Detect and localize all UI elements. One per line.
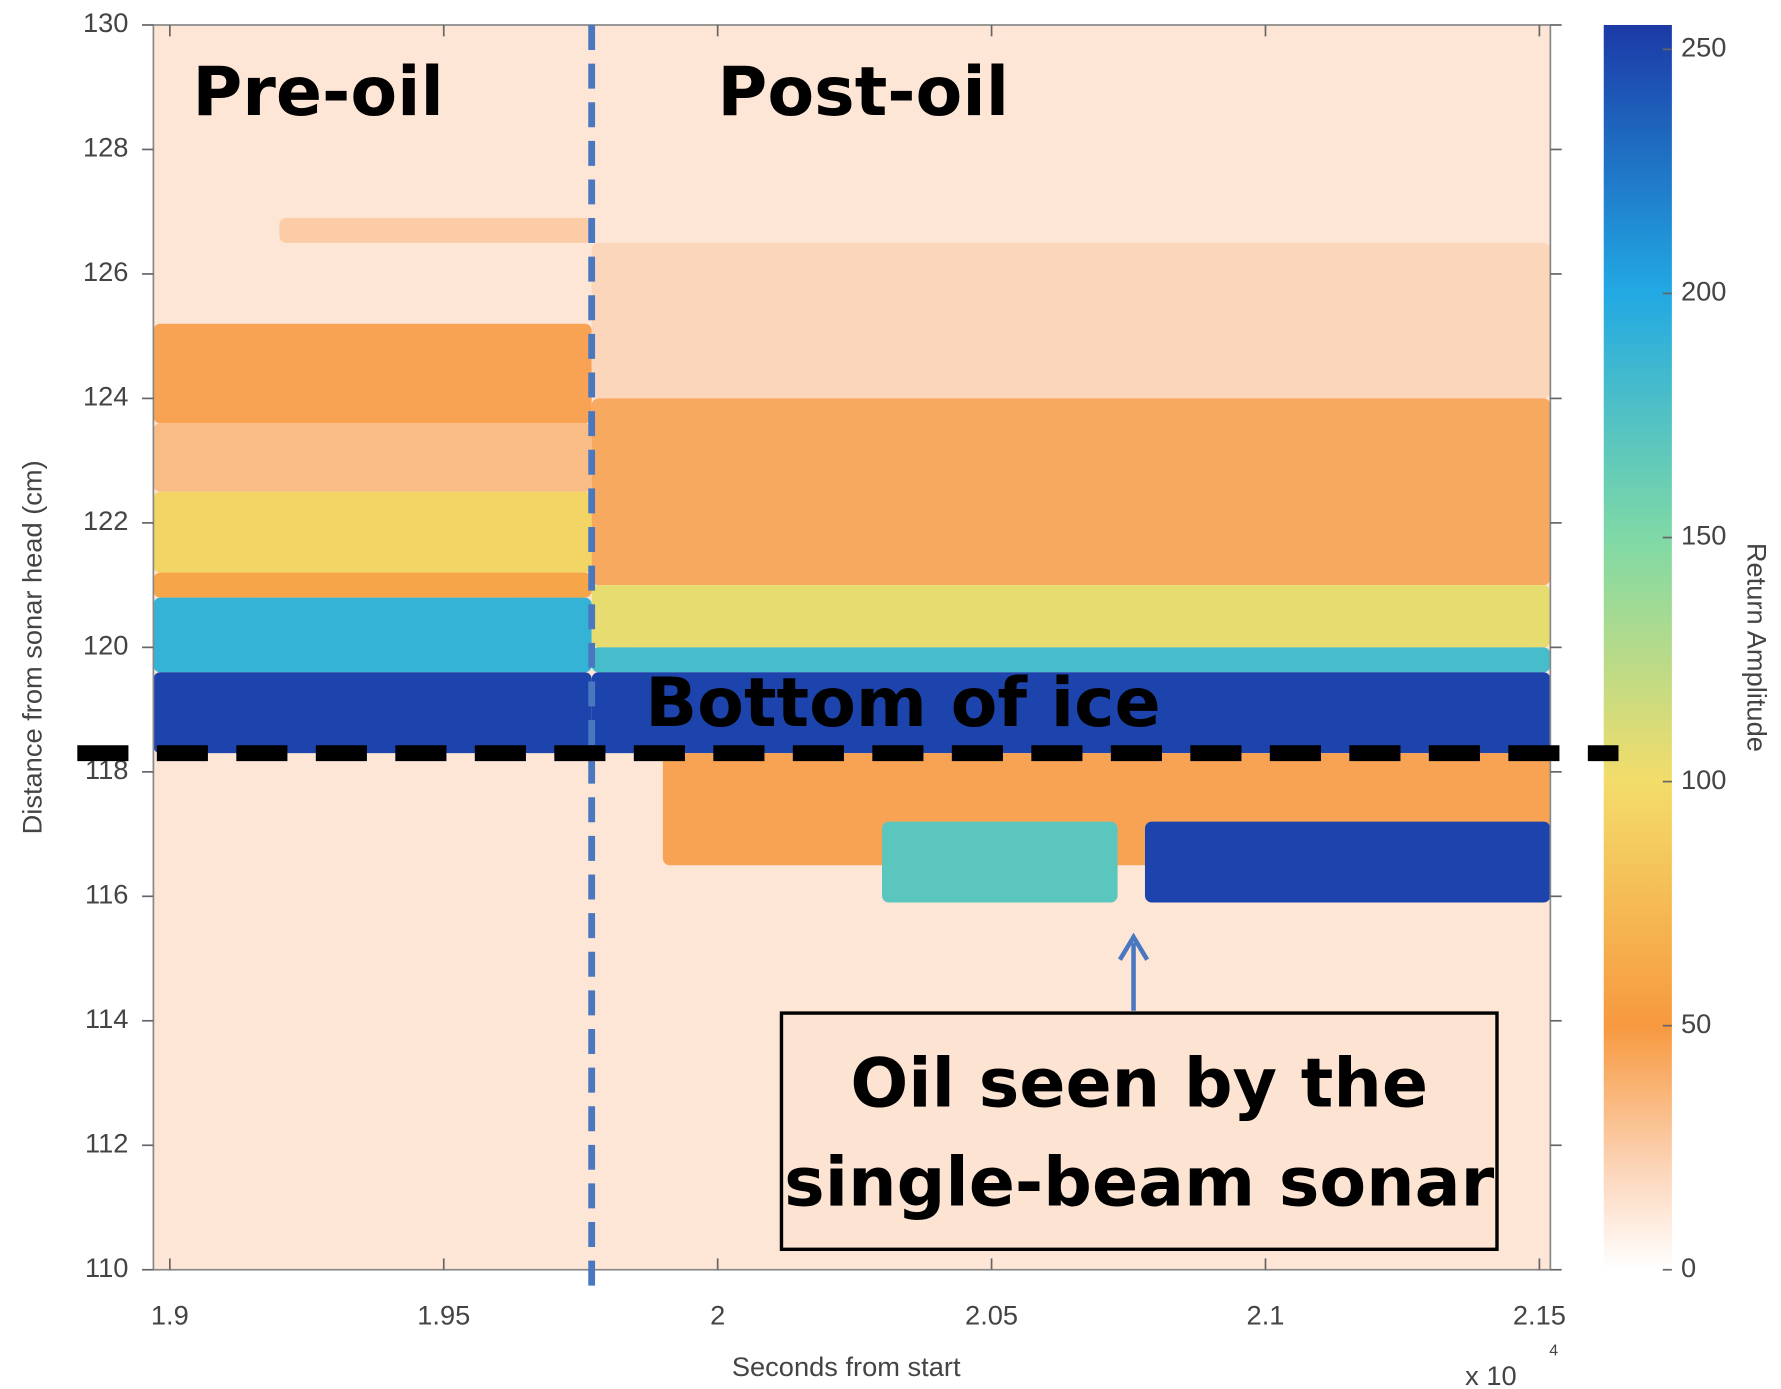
- x-multiplier-exponent: 4: [1549, 1343, 1558, 1360]
- colorbar-tick-label: 0: [1681, 1252, 1696, 1283]
- heatmap-cell: [153, 491, 592, 573]
- x-axis-label: Seconds from start: [732, 1351, 961, 1382]
- heatmap-cell: [1144, 821, 1551, 903]
- ice-bottom-label: Bottom of ice: [645, 664, 1160, 743]
- plot-area: [153, 24, 1551, 1270]
- x-tick-label: 2.05: [965, 1300, 1018, 1331]
- y-tick-label: 116: [85, 879, 128, 910]
- y-tick-label: 122: [83, 505, 128, 536]
- y-tick-label: 124: [83, 381, 128, 412]
- x-tick-label: 2: [710, 1300, 725, 1331]
- post-oil-label: Post-oil: [717, 53, 1009, 132]
- y-tick-label: 114: [85, 1003, 128, 1034]
- y-tick-label: 110: [85, 1252, 128, 1283]
- y-tick-label: 130: [83, 7, 128, 38]
- heatmap-cell: [153, 672, 592, 754]
- heatmap-cell: [591, 672, 1551, 754]
- x-tick-label: 1.95: [417, 1300, 470, 1331]
- colorbar-tick-label: 50: [1681, 1008, 1711, 1039]
- colorbar-tick-label: 200: [1681, 276, 1726, 307]
- x-tick-label: 2.1: [1247, 1300, 1285, 1331]
- x-tick-label: 1.9: [151, 1300, 189, 1331]
- oil-note-box: [779, 1011, 1499, 1252]
- heatmap-cell: [591, 398, 1551, 586]
- colorbar-tick-label: 150: [1681, 520, 1726, 551]
- heatmap-cell: [591, 647, 1551, 673]
- pre-oil-label: Pre-oil: [192, 53, 444, 132]
- colorbar: [1603, 24, 1672, 1270]
- colorbar-tick-label: 100: [1681, 764, 1726, 795]
- heatmap-cell: [591, 242, 1551, 399]
- y-tick-label: 120: [83, 630, 128, 661]
- heatmap-cell: [591, 585, 1551, 648]
- oil-note-line: single-beam sonar: [784, 1143, 1494, 1222]
- x-tick-label: 2.15: [1513, 1300, 1566, 1331]
- y-tick-label: 128: [83, 132, 128, 163]
- colorbar-tick-label: 250: [1681, 32, 1726, 63]
- y-tick-label: 112: [85, 1127, 128, 1158]
- oil-note-line: Oil seen by the: [850, 1045, 1428, 1124]
- heatmap-cell: [279, 217, 592, 243]
- y-tick-label: 126: [83, 256, 128, 287]
- heatmap-cell: [882, 821, 1118, 903]
- arrow-head: [1117, 932, 1150, 961]
- heatmap-cell: [153, 423, 592, 492]
- heatmap-cell: [153, 597, 592, 673]
- heatmap-cell: [153, 323, 592, 424]
- colorbar-label: Return Amplitude: [1742, 543, 1773, 752]
- heatmap-cell: [153, 572, 592, 598]
- y-axis-label: Distance from sonar head (cm): [16, 460, 47, 834]
- x-multiplier: x 10: [1465, 1360, 1517, 1389]
